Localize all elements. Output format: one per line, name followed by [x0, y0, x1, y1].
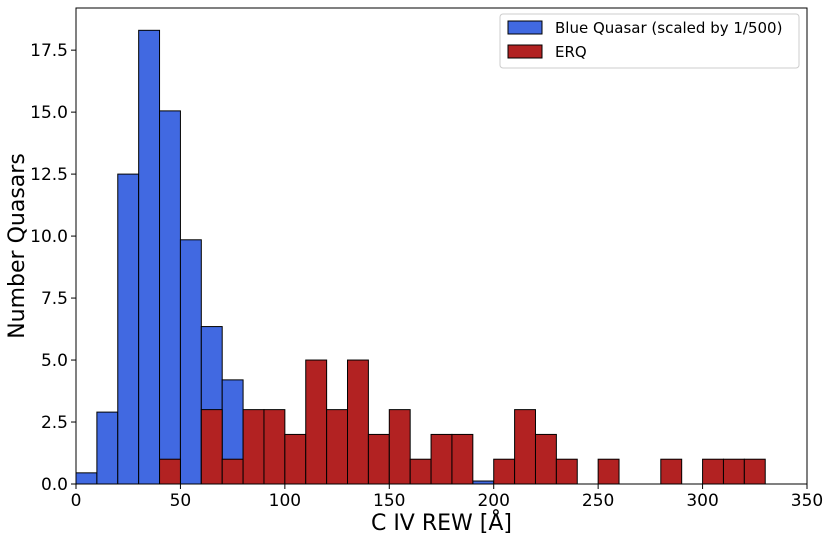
legend-swatch-erq — [507, 44, 543, 59]
legend-label-blue-quasar: Blue Quasar (scaled by 1/500) — [555, 19, 782, 37]
erq-bar-5 — [284, 433, 307, 485]
erq-bar-21 — [722, 458, 745, 485]
erq-bar-19 — [660, 458, 683, 485]
blue-quasar-bar-5 — [179, 239, 202, 485]
x-tick-label: 50 — [170, 491, 192, 511]
y-tick-label: 5.0 — [41, 351, 68, 371]
erq-bar-0 — [159, 458, 181, 485]
legend-swatch-blue-quasar — [507, 20, 543, 35]
erq-bar-14 — [493, 458, 516, 485]
erq-bar-15 — [514, 409, 536, 485]
x-tick-label: 100 — [269, 491, 301, 511]
x-tick-label: 350 — [791, 491, 823, 511]
y-axis-label: Number Quasars — [5, 153, 30, 339]
erq-bar-12 — [430, 433, 453, 485]
erq-bar-8 — [347, 359, 369, 485]
legend: Blue Quasar (scaled by 1/500) ERQ — [499, 13, 800, 69]
plot-frame — [75, 7, 808, 485]
x-tick-label: 0 — [71, 491, 82, 511]
erq-bar-13 — [451, 433, 474, 485]
x-tick-label: 200 — [477, 491, 509, 511]
blue-quasar-bar-4 — [159, 110, 181, 485]
y-tick-label: 10.0 — [30, 227, 68, 247]
erq-bar-22 — [743, 458, 766, 485]
blue-quasar-bar-3 — [138, 29, 161, 485]
erq-bar-9 — [367, 433, 390, 485]
erq-bar-2 — [221, 458, 244, 485]
legend-frame — [499, 13, 800, 69]
y-tick-label: 2.5 — [41, 413, 68, 433]
erq-bar-18 — [597, 458, 620, 485]
y-tick-label: 7.5 — [41, 289, 68, 309]
y-tick-label: 17.5 — [30, 41, 68, 61]
erq-bar-16 — [534, 433, 557, 485]
y-tick-label: 15.0 — [30, 103, 68, 123]
ticks-layer: 0 50 100 150 200 250 300 350 0.0 2.5 5.0 7.5 10.0 12.… — [30, 41, 823, 511]
legend-label-erq: ERQ — [555, 43, 587, 61]
erq-bar-1 — [200, 409, 223, 485]
erq-bar-7 — [326, 409, 349, 485]
x-tick-label: 300 — [686, 491, 718, 511]
erq-bar-6 — [305, 359, 328, 485]
bars-layer — [75, 29, 766, 485]
erq-bar-11 — [409, 458, 432, 485]
erq-bar-20 — [702, 458, 724, 485]
erq-bar-10 — [388, 409, 411, 485]
erq-bar-4 — [263, 409, 286, 485]
erq-bar-3 — [242, 409, 265, 485]
erq-bar-17 — [555, 458, 578, 485]
x-axis-label: C IV REW [Å] — [371, 509, 512, 536]
y-tick-label: 0.0 — [41, 475, 68, 495]
y-tick-label: 12.5 — [30, 165, 68, 185]
x-tick-label: 250 — [582, 491, 614, 511]
blue-quasar-bar-1 — [96, 411, 119, 485]
blue-quasar-bar-0 — [75, 472, 98, 485]
x-tick-label: 150 — [373, 491, 405, 511]
blue-quasar-bar-2 — [117, 173, 140, 485]
